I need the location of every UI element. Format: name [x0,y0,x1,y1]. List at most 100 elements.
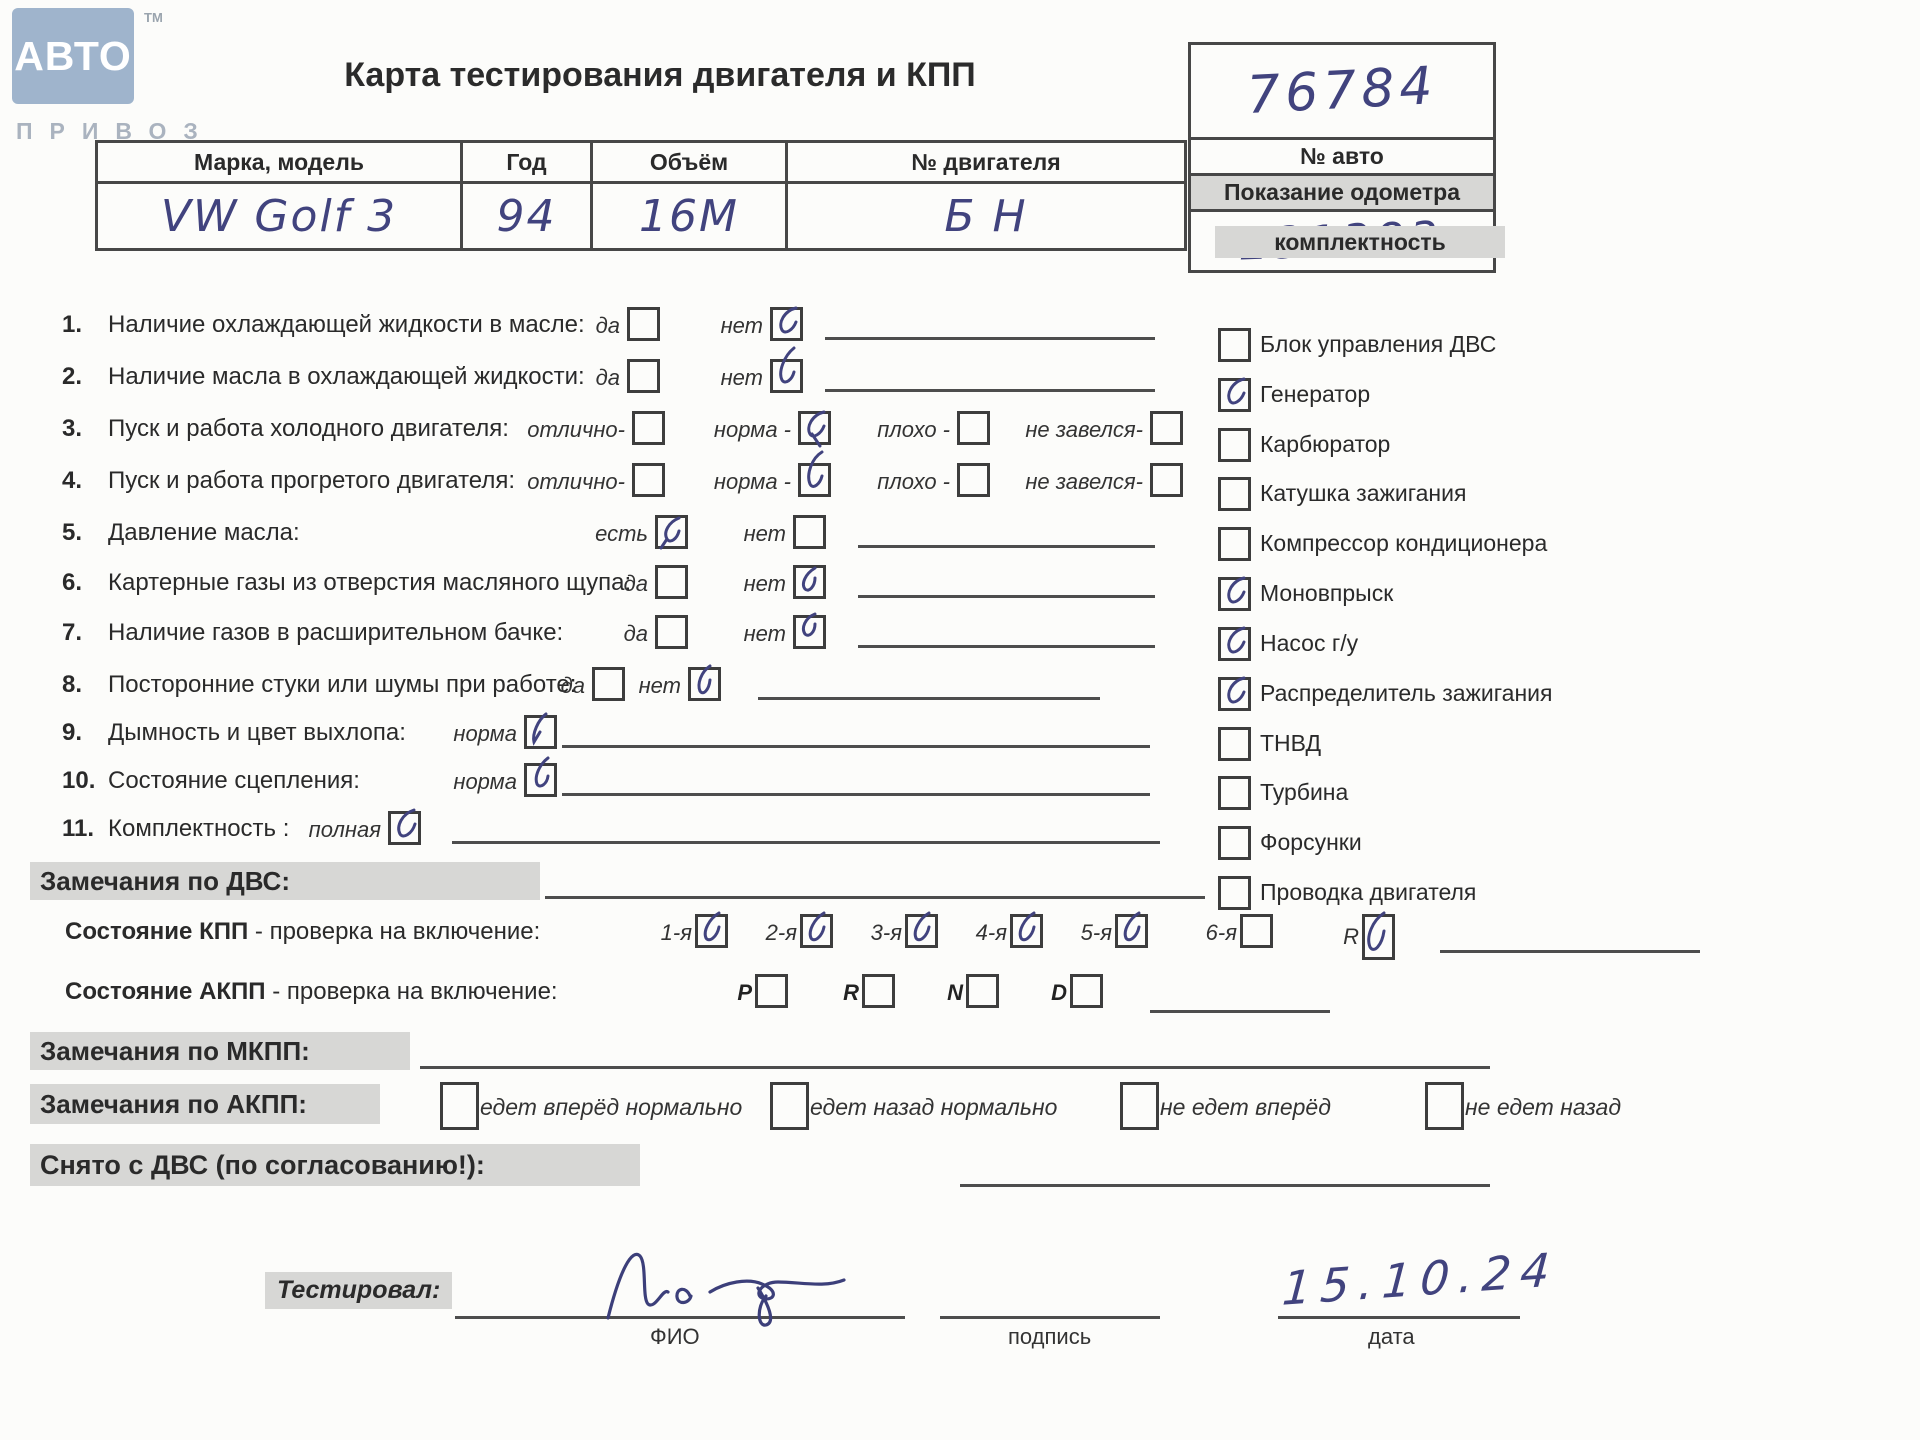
dvs-remarks-line[interactable] [545,896,1205,899]
checkbox-mono-injection[interactable] [1218,576,1251,611]
item-label: Давление масла: [108,519,300,546]
checkbox-no-drive-back[interactable] [1425,1082,1464,1130]
checkbox-no[interactable] [688,664,721,701]
vehicle-table: Марка, модель Год Объём № двигателя VW G… [95,140,1187,251]
item-label: Пуск и работа холодного двигателя: [108,415,509,442]
gear-label: R [1343,924,1359,949]
checkbox-mode-n[interactable] [966,974,999,1008]
checkbox-gear-6[interactable] [1240,914,1273,948]
auto-number-cell[interactable]: 76784 [1191,45,1493,137]
item-label: Наличие газов в расширительном бачке: [108,619,564,646]
item-number: 7. [62,619,83,646]
akpp-line[interactable] [1150,1010,1330,1013]
checkbox-yes[interactable] [627,307,660,341]
volume-value-cell[interactable]: 16М [590,181,788,251]
checkbox-mode-r[interactable] [862,974,895,1008]
kpp-row: Состояние КПП - проверка на включение: 1… [0,911,1920,960]
checkbox-norm[interactable] [524,756,557,797]
checkbox-ignition-coil[interactable] [1218,477,1251,511]
write-in-line[interactable] [758,697,1100,700]
option-label: нет [638,673,681,698]
write-in-line[interactable] [562,793,1150,796]
akpp-option-label: не едет вперёд [1160,1094,1331,1120]
mode-label: D [1051,980,1067,1005]
write-in-line[interactable] [858,645,1155,648]
checkbox-gear-5[interactable] [1115,911,1148,948]
mode-label: R [843,980,859,1005]
checkbox-mode-d[interactable] [1070,974,1103,1008]
checkbox-mode-p[interactable] [755,974,788,1008]
checkbox-gear-2[interactable] [800,911,833,948]
option-label: норма [453,721,517,746]
checkbox-yes[interactable] [655,565,688,599]
mode-label: P [737,980,752,1005]
removed-line[interactable] [960,1184,1490,1187]
checkbox-gear-3[interactable] [905,911,938,948]
date-line[interactable] [1278,1316,1520,1319]
checkbox-turbine[interactable] [1218,776,1251,810]
completeness-label: Проводка двигателя [1260,879,1477,905]
checkbox-ac-compressor[interactable] [1218,527,1251,561]
checkbox-yes[interactable] [627,359,660,393]
checkbox-excellent[interactable] [632,411,665,445]
make-value-cell[interactable]: VW Golf 3 [95,181,463,251]
removed-label: Снято с ДВС (по согласованию!): [30,1144,640,1186]
year-value-cell[interactable]: 94 [460,181,593,251]
checkbox-excellent[interactable] [632,463,665,497]
write-in-line[interactable] [858,595,1155,598]
checkbox-bad[interactable] [957,411,990,445]
gear-label: 1-я [660,920,692,945]
checkbox-generator[interactable] [1218,377,1251,412]
checkbox-injection-pump[interactable] [1218,727,1251,761]
checkbox-yes[interactable] [592,667,625,701]
odometer-value-cell[interactable]: 231383 [1191,209,1493,270]
item-number: 4. [62,467,83,494]
checkbox-engine-wiring[interactable] [1218,876,1251,910]
mkpp-remarks-line[interactable] [420,1066,1490,1069]
checkbox-no[interactable] [770,346,803,393]
checkbox-power-steering-pump[interactable] [1218,626,1251,661]
signature-line[interactable] [940,1316,1160,1319]
completeness-label: ТНВД [1260,730,1322,756]
write-in-line[interactable] [825,337,1155,340]
engine-no-value-cell[interactable]: Б Н [785,181,1187,251]
checkbox-drives-forward-ok[interactable] [440,1082,479,1130]
fio-line[interactable] [455,1316,905,1319]
checkbox-no-start[interactable] [1150,411,1183,445]
checkbox-norm[interactable] [524,712,557,749]
kpp-remarks-line[interactable] [1440,950,1700,953]
completeness-label: Насос г/у [1260,630,1359,656]
tester-signature-scribble [606,1252,846,1327]
checkbox-norm[interactable] [798,410,831,448]
write-in-line[interactable] [858,545,1155,548]
checkbox-gear-1[interactable] [695,911,728,948]
write-in-line[interactable] [452,841,1160,844]
checkbox-injectors[interactable] [1218,826,1251,860]
checkbox-gear-4[interactable] [1010,911,1043,948]
write-in-line[interactable] [562,745,1150,748]
checkbox-full[interactable] [388,808,421,845]
item-number: 10. [62,767,96,794]
item-label: Состояние сцепления: [108,767,360,794]
checkbox-yes[interactable] [655,615,688,649]
checkbox-carburetor[interactable] [1218,428,1251,462]
checkbox-bad[interactable] [957,463,990,497]
checkbox-ignition-distributor[interactable] [1218,676,1251,711]
checkbox-drives-back-ok[interactable] [770,1082,809,1130]
write-in-line[interactable] [825,389,1155,392]
checkbox-absent[interactable] [793,515,826,549]
checkbox-no-start[interactable] [1150,463,1183,497]
checkbox-gear-r[interactable] [1362,911,1395,960]
checkbox-no[interactable] [793,565,826,599]
checkbox-no[interactable] [770,306,803,341]
checkbox-ecu[interactable] [1218,328,1251,362]
checkbox-no-drive-forward[interactable] [1120,1082,1159,1130]
checkbox-norm[interactable] [798,450,831,497]
checkbox-no[interactable] [793,612,826,649]
completeness-label: Катушка зажигания [1260,480,1467,506]
checklist-row-8: 8. Посторонние стуки или шумы при работе… [0,664,1920,703]
checkbox-present[interactable] [655,515,688,550]
gear-label: 2-я [765,920,797,945]
engine-no-handwritten: Б Н [944,190,1028,242]
